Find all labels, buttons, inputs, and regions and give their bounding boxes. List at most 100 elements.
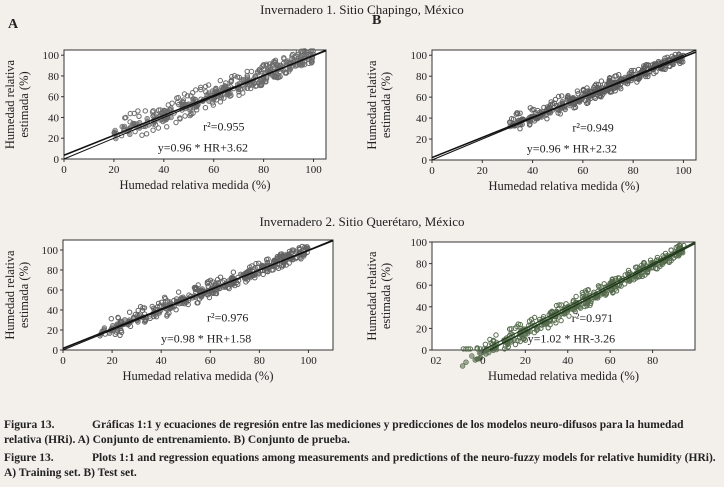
data-point	[139, 307, 146, 314]
data-point	[567, 102, 573, 109]
data-point	[598, 78, 605, 84]
y-tick-label: 20	[416, 134, 428, 146]
data-point	[132, 120, 138, 127]
y-tick-label: 0	[422, 345, 428, 357]
data-point	[144, 115, 150, 122]
caption-es-text: Gráficas 1:1 y ecuaciones de regresión e…	[4, 419, 684, 446]
row1-title: Invernadero 1. Sitio Chapingo, México	[260, 2, 464, 17]
data-point	[475, 356, 481, 362]
y-tick-label: 60	[416, 280, 428, 292]
data-point	[112, 331, 118, 338]
x-tick-label: 100	[675, 165, 692, 177]
data-point	[583, 300, 589, 307]
r2-annotation: r²=0.976	[207, 310, 248, 324]
y-tick-label: 20	[48, 133, 60, 145]
data-point	[230, 269, 237, 275]
data-point	[119, 123, 125, 130]
data-point	[205, 82, 212, 88]
data-point	[677, 243, 684, 249]
x-axis-label: Humedad relativa medida (%)	[489, 179, 640, 193]
y-tick-label: 60	[416, 92, 428, 104]
data-point	[175, 94, 182, 101]
chart-queretaro-training: 0 20 40 60 80 100 0 20 40 60 80 100 Humedad relativa…	[3, 239, 334, 383]
x-axis-label: Humedad relativa medida (%)	[488, 369, 639, 383]
data-point	[275, 265, 282, 272]
x-tick-label: 0	[429, 165, 435, 177]
x-tick-label: 60	[208, 164, 220, 176]
data-point	[155, 300, 162, 307]
data-point	[613, 73, 619, 79]
y-axis-label: estimada (%)	[17, 71, 31, 137]
equation-annotation: y=0.96 * HR+2.32	[527, 141, 617, 155]
regression-line	[63, 49, 327, 156]
x-tick-label: 20	[108, 164, 120, 176]
data-point	[205, 278, 212, 285]
y-tick-label: 80	[416, 259, 428, 271]
x-tick-label: 40	[156, 355, 168, 367]
row2-title: Invernadero 2. Sitio Querétaro, México	[259, 214, 465, 229]
y-axis-label: Humedad relativa	[365, 251, 379, 341]
data-point	[177, 115, 183, 121]
data-point	[244, 68, 250, 75]
caption-es-label: Figura 13.	[4, 419, 55, 431]
data-point	[136, 113, 142, 120]
data-point	[190, 96, 196, 102]
data-point	[255, 68, 261, 75]
x-tick-label: 0	[480, 355, 486, 367]
y-tick-label: 100	[411, 50, 428, 62]
data-point	[198, 84, 204, 90]
data-point	[248, 85, 254, 92]
data-point	[515, 321, 521, 327]
panel-label-b: B	[372, 13, 382, 28]
x-tick-label: 100	[305, 164, 322, 176]
data-point	[654, 254, 661, 261]
data-point	[474, 346, 481, 352]
y-tick-label: 60	[48, 92, 60, 104]
data-point	[165, 102, 172, 108]
regression-line	[62, 239, 334, 350]
data-point	[607, 75, 613, 81]
y-tick-label: 40	[416, 113, 428, 125]
data-point	[198, 86, 204, 93]
data-point	[616, 72, 622, 78]
data-point	[532, 109, 539, 116]
data-point	[565, 92, 571, 99]
data-point	[244, 76, 250, 82]
data-point	[162, 294, 168, 301]
data-point	[300, 61, 306, 67]
y-tick-label: 20	[416, 323, 428, 335]
data-point	[501, 346, 508, 352]
y-tick-label: 0	[54, 154, 60, 166]
data-point	[465, 346, 471, 352]
x-tick-label: 60	[605, 355, 617, 367]
caption-en-text: Plots 1:1 and regression equations among…	[4, 452, 716, 479]
chart-chapingo-training: 0 20 40 60 80 100 0 20 40 60 80 100 Humedad relativa…	[3, 48, 327, 192]
data-point	[299, 48, 305, 54]
data-point	[585, 287, 591, 293]
data-point	[558, 317, 564, 324]
data-point	[217, 77, 224, 84]
data-point	[493, 332, 499, 338]
data-point	[263, 76, 270, 82]
x-tick-label: 80	[254, 355, 266, 367]
data-point	[580, 86, 587, 93]
x-tick-label: 20	[520, 355, 532, 367]
x-tick-label: 20	[477, 165, 489, 177]
r2-annotation: r²=0.971	[572, 311, 613, 325]
y-tick-label: 40	[47, 305, 59, 317]
x-tick-label: 40	[158, 164, 170, 176]
data-point	[463, 359, 469, 365]
data-point	[636, 75, 642, 82]
y-axis-label: Humedad relativa	[3, 59, 17, 149]
data-point	[142, 108, 149, 114]
data-point	[228, 77, 235, 83]
caption-en-label: Figure 13.	[4, 452, 54, 464]
data-point	[553, 320, 559, 326]
x-axis-label: Humedad relativa medida (%)	[123, 369, 274, 383]
x-tick-label: 20	[107, 355, 119, 367]
r2-annotation: r²=0.955	[203, 120, 244, 134]
y-tick-label: 40	[416, 302, 428, 314]
data-point	[588, 298, 594, 304]
chart-chapingo-test: 0 20 40 60 80 100 0 20 40 60 80 100 Humedad relativa…	[365, 49, 697, 193]
